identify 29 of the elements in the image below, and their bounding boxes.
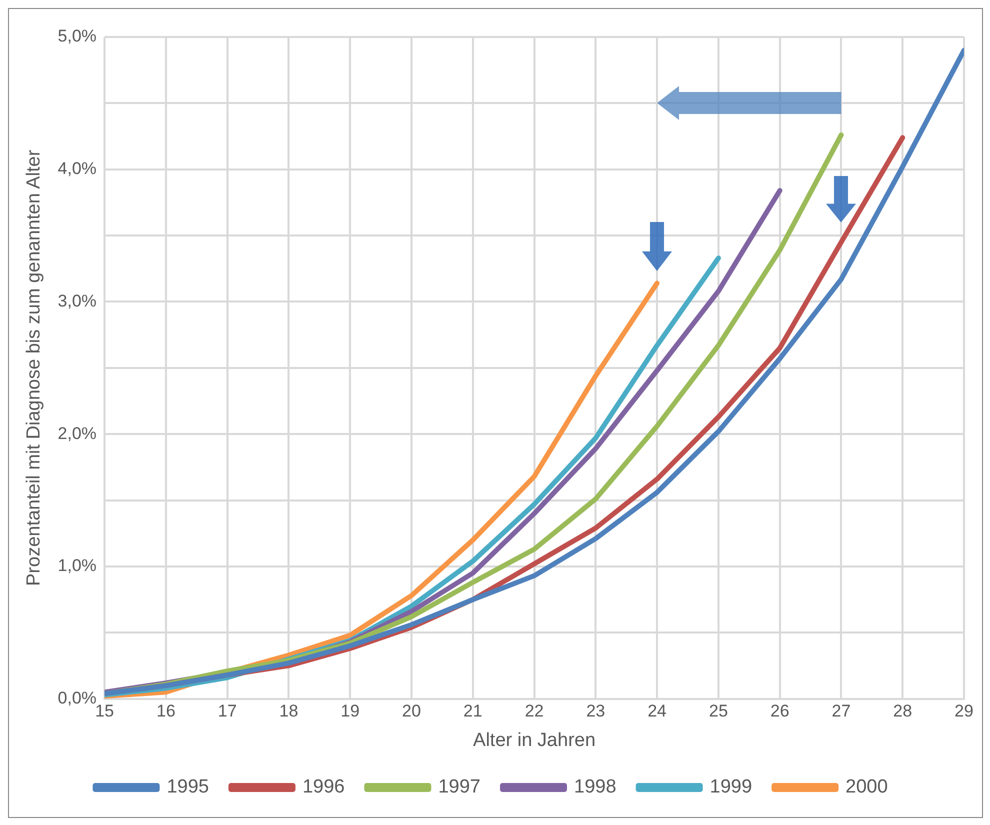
x-tick-label: 20	[402, 702, 421, 721]
x-tick-label: 29	[954, 702, 974, 721]
legend-label: 1998	[574, 776, 616, 798]
legend-label: 1997	[438, 776, 481, 798]
x-tick-label: 17	[218, 702, 237, 721]
legend-label: 2000	[846, 776, 888, 798]
x-tick-label: 25	[708, 702, 728, 721]
x-tick-label: 27	[832, 702, 851, 721]
x-tick-label: 26	[770, 702, 790, 721]
x-tick-label: 19	[340, 702, 360, 721]
y-axis-title: Prozentanteil mit Diagnose bis zum genannten Alter	[24, 149, 45, 586]
y-tick-label: 2,0%	[58, 424, 97, 443]
legend-label: 1995	[166, 776, 209, 798]
y-tick-label: 1,0%	[58, 556, 97, 576]
x-tick-label: 23	[586, 702, 606, 721]
x-tick-label: 28	[893, 702, 912, 721]
x-tick-label: 24	[648, 702, 667, 721]
x-tick-label: 15	[95, 702, 114, 721]
y-tick-label: 0,0%	[58, 688, 97, 708]
x-axis-title: Alter in Jahren	[473, 730, 596, 751]
legend-label: 1996	[302, 776, 345, 798]
y-tick-label: 5,0%	[58, 26, 97, 46]
legend-label: 1999	[710, 776, 752, 798]
y-tick-label: 4,0%	[58, 159, 97, 178]
x-tick-label: 18	[279, 702, 298, 721]
x-tick-label: 21	[463, 702, 482, 721]
x-tick-label: 16	[156, 702, 176, 721]
y-tick-label: 3,0%	[58, 291, 97, 310]
x-tick-label: 22	[524, 702, 544, 721]
